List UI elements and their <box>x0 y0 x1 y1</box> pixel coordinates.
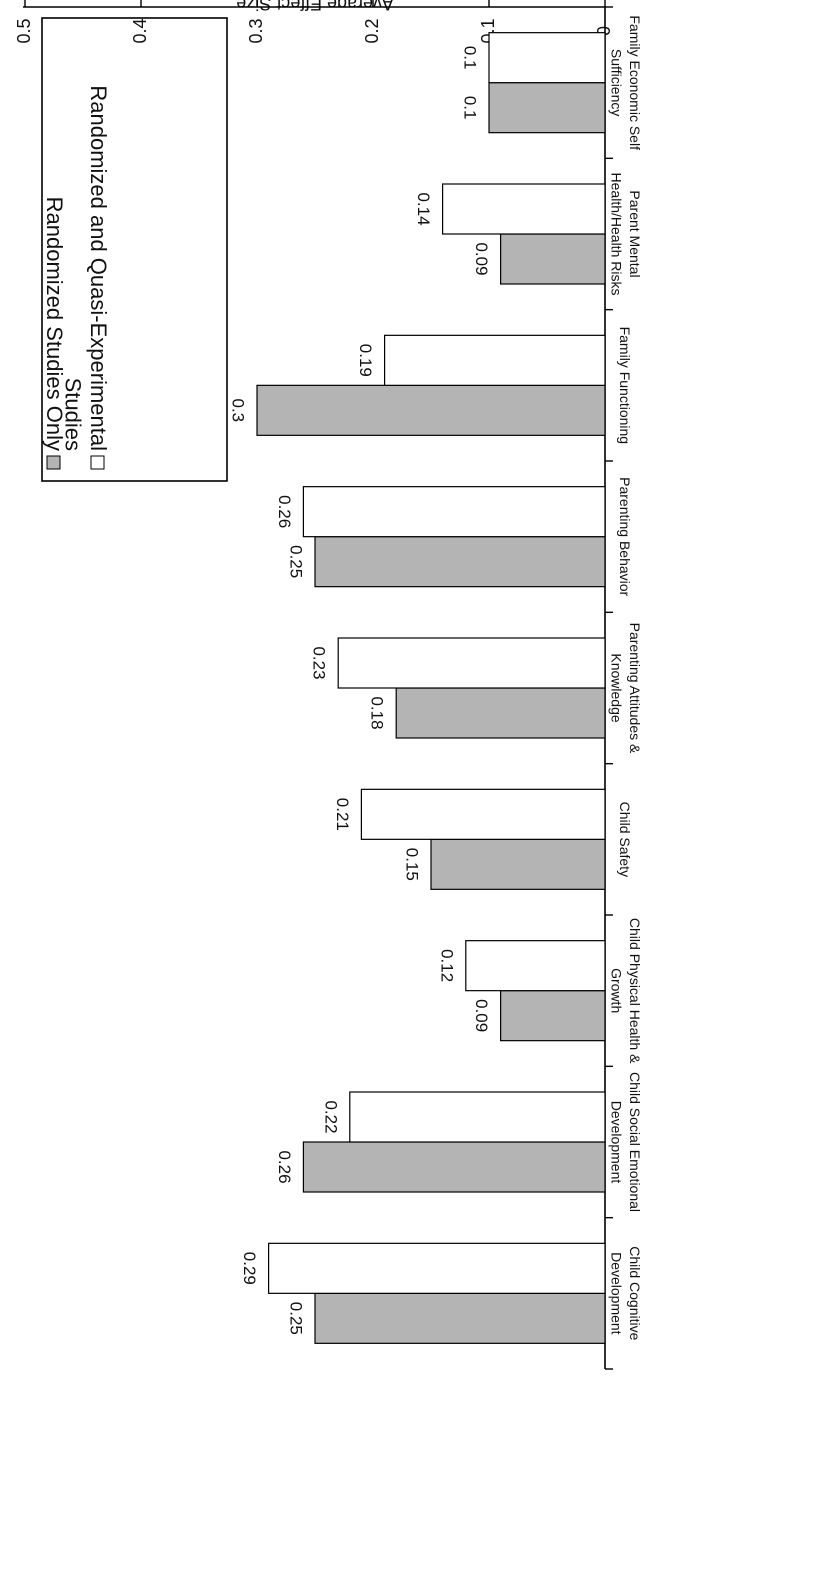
category-label: Parent MentalHealth/Health Risks <box>609 173 643 296</box>
category-label: Child Social EmotionalDevelopment <box>609 1072 643 1212</box>
legend-label-randomized: Randomized Studies Only <box>42 197 67 451</box>
bar-randomized-quasi <box>465 940 606 992</box>
data-label: 0.14 <box>414 192 433 225</box>
data-label: 0.1 <box>461 46 480 70</box>
bar-randomized <box>499 233 606 285</box>
data-label: 0.1 <box>461 96 480 120</box>
category-label: Family Economic SelfSufficiency <box>609 15 643 150</box>
data-label: 0.18 <box>368 696 387 729</box>
data-label: 0.26 <box>275 495 294 528</box>
category-axis: Child CognitiveDevelopment Child Social E… <box>23 6 643 1370</box>
legend-swatch-randomized <box>46 455 61 470</box>
category-label: Child CognitiveDevelopment <box>609 1246 643 1340</box>
category-label: Family Functioning <box>617 327 633 445</box>
category-label: Parenting Behavior <box>617 477 633 596</box>
data-label: 0.3 <box>229 399 248 423</box>
value-tick-label: 0.4 <box>130 18 150 43</box>
bar-randomized <box>302 1141 606 1193</box>
category-label: Child Physical Health &Growth <box>609 918 643 1064</box>
bar-randomized <box>314 1292 606 1344</box>
bar-randomized-quasi <box>360 788 606 840</box>
value-tick-label: 0.2 <box>362 18 382 43</box>
bar-randomized-quasi <box>384 334 606 386</box>
data-label: 0.21 <box>333 798 352 831</box>
bar-randomized-quasi <box>442 183 606 235</box>
legend-box <box>41 17 228 482</box>
legend-swatch-randomized-quasi <box>90 455 105 470</box>
bar-randomized <box>395 687 606 739</box>
data-label: 0.25 <box>287 1302 306 1335</box>
bars: 0.25 0.29 0.26 0.22 0.09 0.12 0.15 0.21 0.18 0.23… <box>229 32 606 1344</box>
data-label: 0.19 <box>356 344 375 377</box>
bar-randomized-quasi <box>349 1091 606 1143</box>
bar-randomized <box>256 384 606 436</box>
bar-randomized <box>314 536 606 588</box>
bar-randomized <box>430 838 606 890</box>
bar-randomized <box>499 990 606 1042</box>
data-label: 0.29 <box>240 1252 259 1285</box>
data-label: 0.12 <box>437 949 456 982</box>
bar-randomized-quasi <box>302 486 606 538</box>
legend: Randomized Studies Only Randomized and Qu… <box>41 17 228 482</box>
data-label: 0.09 <box>472 999 491 1032</box>
data-label: 0.26 <box>275 1150 294 1183</box>
data-label: 0.15 <box>403 848 422 881</box>
bar-randomized <box>488 82 606 134</box>
bar-randomized-quasi <box>268 1242 606 1294</box>
data-label: 0.09 <box>472 242 491 275</box>
category-label: Child Safety <box>617 802 633 877</box>
bar-randomized-quasi <box>488 32 606 84</box>
data-label: 0.22 <box>321 1100 340 1133</box>
bar-randomized-quasi <box>337 637 606 689</box>
value-tick-label: 0 <box>594 26 614 36</box>
value-tick-label: 0.3 <box>246 18 266 43</box>
category-label: Parenting Attitudes &Knowledge <box>609 623 643 754</box>
data-label: 0.25 <box>287 545 306 578</box>
data-label: 0.23 <box>310 646 329 679</box>
legend-label-randomized-quasi: Randomized and Quasi-ExperimentalStudies <box>61 85 111 451</box>
value-tick-label: 0.5 <box>14 18 34 43</box>
